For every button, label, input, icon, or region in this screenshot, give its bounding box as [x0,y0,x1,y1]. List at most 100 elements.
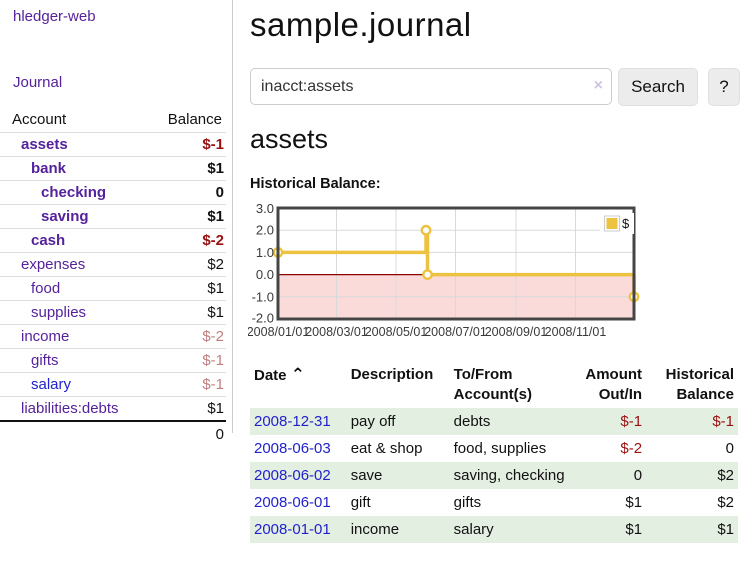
legend-swatch-icon [606,218,618,229]
transaction-description: eat & shop [350,440,423,457]
description-column-header: Description [350,366,434,383]
search-button[interactable]: Search [618,68,698,106]
register-row[interactable]: 2008-01-01 income salary $1 $1 [250,516,738,543]
transaction-description: save [350,467,383,484]
transaction-date-link[interactable]: 2008-06-01 [254,494,331,511]
transaction-balance: $-1 [712,413,734,430]
account-link[interactable]: food [31,280,61,297]
svg-text:2.0: 2.0 [256,223,274,238]
chart-svg: $ 3.0 2.0 1.0 0.0 -1.0 -2.0 2008/01/01 2… [247,201,640,339]
legend-label: $ [622,216,630,231]
account-link[interactable]: checking [41,184,107,201]
account-link[interactable]: expenses [21,256,86,273]
search-input[interactable] [250,68,612,105]
transaction-balance: 0 [725,440,734,457]
account-row-checking[interactable]: checking 0 [0,180,226,204]
account-balance: $-1 [202,352,224,369]
svg-text:-1.0: -1.0 [252,289,274,304]
clear-search-icon[interactable]: × [593,77,603,94]
date-column-header[interactable]: Date ⌃ [254,365,305,384]
account-balance: 0 [215,184,224,201]
chart-vertical-gridlines [336,208,576,319]
svg-text:-2.0: -2.0 [252,311,274,326]
accounts-total-value: 0 [215,426,224,443]
page-title: sample.journal [250,6,472,43]
accounts-table-header: Account Balance [0,108,226,132]
svg-text:0.0: 0.0 [256,267,274,282]
amount-column-header: Amount Out/In [585,366,643,403]
account-balance: $-2 [202,232,224,249]
search-form: × Search ? [250,68,740,106]
account-link[interactable]: saving [41,208,89,225]
account-row-income[interactable]: income $-2 [0,324,226,348]
account-column-header: Account [12,111,67,128]
account-row-saving[interactable]: saving $1 [0,204,226,228]
transaction-balance: $2 [717,467,734,484]
transaction-date-link[interactable]: 2008-06-03 [254,440,331,457]
accounts-table: Account Balance assets $-1 bank $1 check… [0,108,226,443]
account-row-salary[interactable]: salary $-1 [0,372,226,396]
account-link[interactable]: gifts [31,352,59,369]
transaction-accounts: debts [453,413,491,430]
account-row-expenses[interactable]: expenses $2 [0,252,226,276]
svg-text:2008/09/01: 2008/09/01 [485,325,548,339]
account-balance: $-1 [202,376,224,393]
account-balance: $1 [207,304,224,321]
account-row-cash[interactable]: cash $-2 [0,228,226,252]
transaction-date-link[interactable]: 2008-06-02 [254,467,331,484]
account-link[interactable]: supplies [31,304,87,321]
register-table: Date ⌃ Description To/From Account(s) Am… [250,362,738,543]
help-button[interactable]: ? [708,68,740,106]
transaction-accounts: gifts [453,494,482,511]
historical-column-header: Historical Balance [665,366,734,403]
transaction-amount: $-2 [620,440,643,457]
account-link[interactable]: salary [31,376,72,393]
account-row-assets[interactable]: assets $-1 [0,132,226,156]
register-header-row: Date ⌃ Description To/From Account(s) Am… [250,362,738,408]
account-row-supplies[interactable]: supplies $1 [0,300,226,324]
svg-text:2008/07/01: 2008/07/01 [424,325,487,339]
transaction-amount: 0 [633,467,643,484]
transaction-accounts: saving, checking [453,467,565,484]
account-balance: $2 [207,256,224,273]
account-balance: $1 [207,280,224,297]
svg-text:2008/05/01: 2008/05/01 [365,325,428,339]
transaction-amount: $-1 [620,413,643,430]
transaction-description: pay off [350,413,396,430]
transaction-amount: $1 [625,521,643,538]
tofrom-column-header: To/From Account(s) [453,366,532,403]
balance-column-header: Balance [167,111,222,128]
transaction-amount: $1 [625,494,643,511]
transaction-date-link[interactable]: 2008-01-01 [254,521,331,538]
register-row[interactable]: 2008-06-02 save saving, checking 0 $2 [250,462,738,489]
register-row[interactable]: 2008-06-03 eat & shop food, supplies $-2… [250,435,738,462]
account-link[interactable]: income [21,328,70,345]
account-link[interactable]: cash [31,232,66,249]
transaction-description: income [350,521,400,538]
sidebar-item-journal[interactable]: Journal [13,74,63,91]
account-link[interactable]: assets [21,136,68,153]
register-row[interactable]: 2008-12-31 pay off debts $-1 $-1 [250,408,738,435]
account-row-bank[interactable]: bank $1 [0,156,226,180]
chart-title: Historical Balance: [250,176,381,192]
account-row-food[interactable]: food $1 [0,276,226,300]
transaction-description: gift [350,494,371,511]
transaction-date-link[interactable]: 2008-12-31 [254,413,331,430]
account-balance: $-2 [202,328,224,345]
account-balance: $1 [207,400,224,417]
app-title-link[interactable]: hledger-web [13,8,96,25]
account-balance: $1 [207,160,224,177]
account-link[interactable]: bank [31,160,67,177]
svg-text:2008/01/01: 2008/01/01 [248,325,309,339]
svg-text:2008/11/01: 2008/11/01 [545,325,607,339]
transaction-balance: $2 [717,494,734,511]
svg-text:1.0: 1.0 [256,245,274,260]
sidebar: hledger-web Journal Account Balance asse… [0,0,233,443]
account-link[interactable]: liabilities:debts [21,400,119,417]
account-row-gifts[interactable]: gifts $-1 [0,348,226,372]
account-row-liabilities-debts[interactable]: liabilities:debts $1 [0,396,226,420]
svg-text:2008/03/01: 2008/03/01 [305,325,368,339]
account-heading: assets [250,124,329,154]
historical-balance-chart[interactable]: $ 3.0 2.0 1.0 0.0 -1.0 -2.0 2008/01/01 2… [247,201,742,345]
register-row[interactable]: 2008-06-01 gift gifts $1 $2 [250,489,738,516]
